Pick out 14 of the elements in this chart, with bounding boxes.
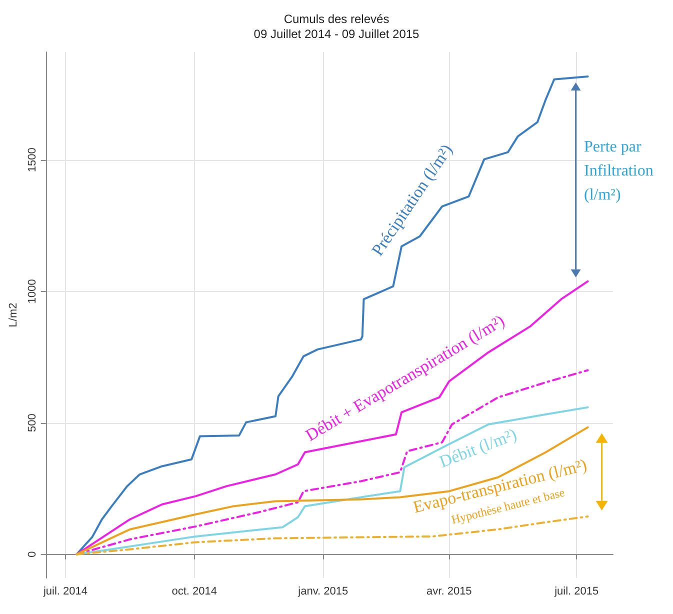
y-tick-label: 0 xyxy=(26,551,38,558)
y-tick-label: 1500 xyxy=(26,148,38,172)
y-tick-label: 1000 xyxy=(26,279,38,304)
chart-subtitle: 09 Juillet 2014 - 09 Juillet 2015 xyxy=(254,27,420,41)
annotation: Perte par Infiltration (l/m²) xyxy=(584,138,658,204)
y-tick-label: 500 xyxy=(26,414,38,432)
x-tick-label: juil. 2015 xyxy=(554,586,599,598)
chart-title: Cumuls des relevés xyxy=(284,12,390,26)
x-tick-label: oct. 2014 xyxy=(172,586,217,598)
text: Débit (l/m²) xyxy=(436,424,520,472)
x-tick-label: juil. 2014 xyxy=(42,586,88,598)
x-tick-label: janv. 2015 xyxy=(297,586,348,598)
y-axis-title: L/m2 xyxy=(8,302,20,328)
x-tick-label: avr. 2015 xyxy=(426,586,472,598)
